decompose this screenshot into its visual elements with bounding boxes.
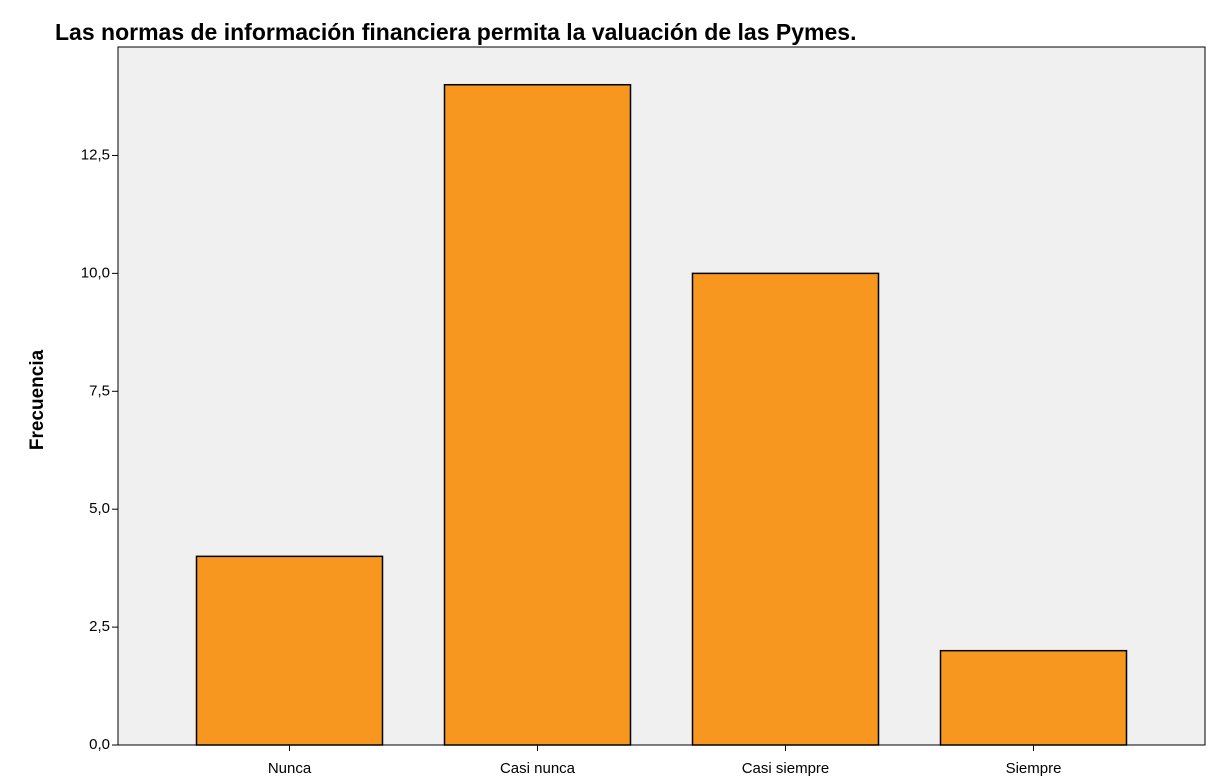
bar bbox=[443, 83, 632, 746]
y-tick-label: 0,0 bbox=[89, 736, 110, 753]
y-tick-label: 5,0 bbox=[89, 500, 110, 517]
bar bbox=[939, 649, 1128, 746]
x-tick-label: Nunca bbox=[268, 760, 312, 777]
x-tick-label: Casi nunca bbox=[500, 760, 576, 777]
y-tick-label: 2,5 bbox=[89, 618, 110, 635]
bar bbox=[195, 555, 384, 746]
y-tick-label: 7,5 bbox=[89, 382, 110, 399]
bar bbox=[691, 272, 880, 746]
chart-title: Las normas de información financiera per… bbox=[55, 19, 856, 45]
y-tick-label: 12,5 bbox=[81, 146, 110, 163]
x-tick-label: Casi siempre bbox=[742, 760, 830, 777]
y-tick-label: 10,0 bbox=[81, 264, 110, 281]
x-tick-label: Siempre bbox=[1006, 760, 1062, 777]
y-axis-label: Frecuencia bbox=[27, 349, 48, 450]
